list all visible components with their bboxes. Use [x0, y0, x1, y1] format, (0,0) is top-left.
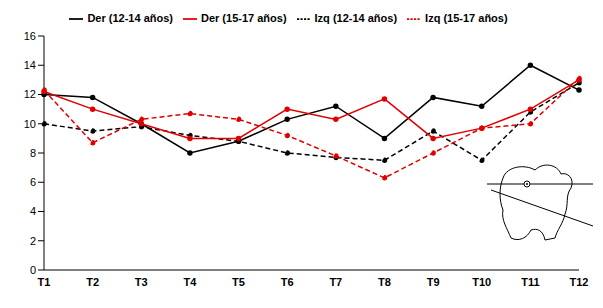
svg-text:16: 16: [24, 30, 36, 42]
svg-text:T2: T2: [86, 276, 99, 288]
svg-text:0: 0: [30, 264, 36, 276]
svg-text:12: 12: [24, 88, 36, 100]
svg-text:T12: T12: [570, 276, 589, 288]
svg-text:T11: T11: [521, 276, 539, 288]
svg-text:T1: T1: [38, 276, 51, 288]
svg-text:T8: T8: [378, 276, 391, 288]
svg-text:T9: T9: [427, 276, 440, 288]
svg-text:T4: T4: [183, 276, 197, 288]
html-text:Izq (15-17 años): Izq (15-17 años): [425, 12, 508, 24]
html-text:Izq (12-14 años): Izq (12-14 años): [314, 12, 398, 24]
svg-text:T10: T10: [472, 276, 491, 288]
html-text:Der (12-14 años): Der (12-14 años): [87, 12, 173, 24]
svg-text:10: 10: [24, 118, 36, 130]
svg-text:T7: T7: [329, 276, 342, 288]
svg-text:4: 4: [30, 205, 36, 217]
svg-text:6: 6: [30, 176, 36, 188]
html-text:Der (15-17 años): Der (15-17 años): [201, 12, 287, 24]
svg-text:T3: T3: [135, 276, 148, 288]
svg-text:2: 2: [30, 235, 36, 247]
svg-text:T6: T6: [281, 276, 294, 288]
svg-text:8: 8: [30, 147, 36, 159]
svg-text:T5: T5: [232, 276, 245, 288]
svg-text:14: 14: [24, 59, 36, 71]
